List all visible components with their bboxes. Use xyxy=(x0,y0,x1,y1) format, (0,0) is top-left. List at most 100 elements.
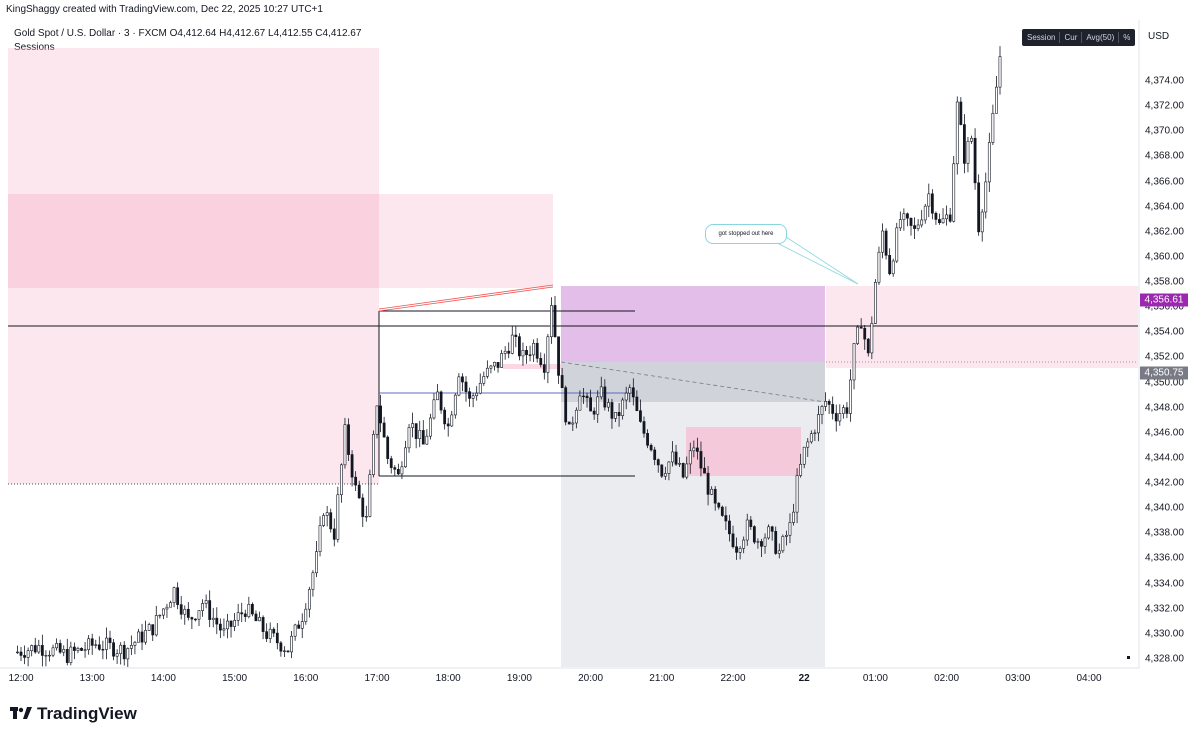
candle-body xyxy=(574,409,578,424)
candle-body xyxy=(859,326,863,329)
indicator-name[interactable]: Sessions xyxy=(14,42,55,53)
candle-body xyxy=(411,423,415,428)
candle-body xyxy=(653,449,657,460)
candle-body xyxy=(357,484,361,499)
candle-body xyxy=(404,447,407,468)
candle-body xyxy=(265,631,269,639)
candle-body xyxy=(649,444,653,451)
price-tick-label: 4,362.00 xyxy=(1145,226,1184,238)
candle-body xyxy=(204,600,208,604)
candle-body xyxy=(436,391,439,401)
candle-body xyxy=(151,624,155,636)
drawing-layer xyxy=(8,234,1138,485)
candle-body xyxy=(528,354,532,356)
price-tick-label: 4,330.00 xyxy=(1145,628,1184,640)
candle-body xyxy=(678,463,682,465)
candle-body xyxy=(827,401,831,405)
cur-button[interactable]: Cur xyxy=(1064,33,1078,42)
candle-body xyxy=(37,645,41,653)
candle-body xyxy=(681,463,685,478)
candle-body xyxy=(934,212,938,220)
session-indicator-toolbar[interactable]: Session Cur Avg(50) % xyxy=(1022,29,1136,46)
candle-body xyxy=(959,101,963,125)
zone-layer xyxy=(8,48,1138,667)
candle-body xyxy=(624,392,628,401)
candle-body xyxy=(372,434,375,475)
candle-body xyxy=(542,364,546,373)
candle-body xyxy=(913,225,916,229)
candle-body xyxy=(799,463,803,476)
candle-body xyxy=(820,406,824,415)
price-tick-label: 4,366.00 xyxy=(1145,176,1184,188)
candle-body xyxy=(87,638,91,651)
candle-body xyxy=(838,413,842,422)
candle-body xyxy=(685,463,689,478)
avg-button[interactable]: Avg(50) xyxy=(1086,33,1115,42)
time-tick-label: 15:00 xyxy=(222,673,248,684)
trend-dashed-line xyxy=(560,361,826,403)
annotation-callout[interactable]: got stopped out here xyxy=(705,224,787,244)
candle-body xyxy=(582,395,585,398)
candle-body xyxy=(845,407,849,414)
candle-body xyxy=(923,205,927,221)
time-tick-label: 18:00 xyxy=(435,673,461,684)
candle-body xyxy=(834,413,838,422)
price-label-low: 4,350.75 xyxy=(1140,366,1188,380)
candle-body xyxy=(898,219,902,229)
price-tick-label: 4,336.00 xyxy=(1145,552,1184,564)
candle-body xyxy=(849,379,852,414)
candle-body xyxy=(525,349,528,356)
candle-body xyxy=(813,432,817,434)
candle-body xyxy=(339,464,343,496)
candle-body xyxy=(19,651,23,656)
candle-body xyxy=(251,603,254,615)
candle-body xyxy=(550,305,553,338)
candle-body xyxy=(881,230,884,253)
candle-body xyxy=(478,382,482,394)
price-tick-label: 4,342.00 xyxy=(1145,477,1184,489)
candle-body xyxy=(614,412,617,419)
candle-body xyxy=(710,488,714,495)
price-tick-label: 4,368.00 xyxy=(1145,150,1184,162)
candle-body xyxy=(610,402,614,419)
candle-body xyxy=(240,612,244,615)
candle-body xyxy=(129,645,133,649)
candle-body xyxy=(902,213,906,220)
symbol-name[interactable]: Gold Spot / U.S. Dollar · 3 · FXCM xyxy=(14,28,167,39)
candle-body xyxy=(162,608,165,616)
candle-body xyxy=(279,642,283,652)
session-button[interactable]: Session xyxy=(1027,33,1056,42)
candle-body xyxy=(119,644,123,654)
percent-button[interactable]: % xyxy=(1123,33,1131,42)
candle-body xyxy=(507,350,511,354)
time-tick-label: 02:00 xyxy=(934,673,960,684)
candle-body xyxy=(873,281,877,324)
candle-body xyxy=(720,506,724,516)
candle-body xyxy=(745,519,749,541)
candle-body xyxy=(425,435,429,445)
pink-strip xyxy=(503,364,561,369)
candle-body xyxy=(977,182,981,233)
candle-body xyxy=(482,376,486,384)
candle-body xyxy=(752,526,756,543)
candle-body xyxy=(532,342,536,356)
price-tick-label: 4,356.00 xyxy=(1145,301,1184,313)
candle-body xyxy=(553,305,557,338)
price-tick-label: 4,340.00 xyxy=(1145,502,1184,514)
candle-body xyxy=(717,502,721,508)
candle-body xyxy=(293,624,297,637)
candle-body xyxy=(966,140,970,164)
candle-body xyxy=(58,643,62,653)
time-tick-label: 21:00 xyxy=(649,673,675,684)
currency-label: USD xyxy=(1148,31,1170,42)
price-tick-label: 4,350.00 xyxy=(1145,377,1184,389)
price-tick-label: 4,364.00 xyxy=(1145,201,1184,213)
price-tick-label: 4,354.00 xyxy=(1145,326,1184,338)
time-tick-label: 04:00 xyxy=(1076,673,1102,684)
candle-body xyxy=(617,412,621,416)
candle-body xyxy=(735,546,738,553)
candle-body xyxy=(564,387,568,423)
candle-body xyxy=(304,608,308,622)
candle-body xyxy=(621,399,625,416)
